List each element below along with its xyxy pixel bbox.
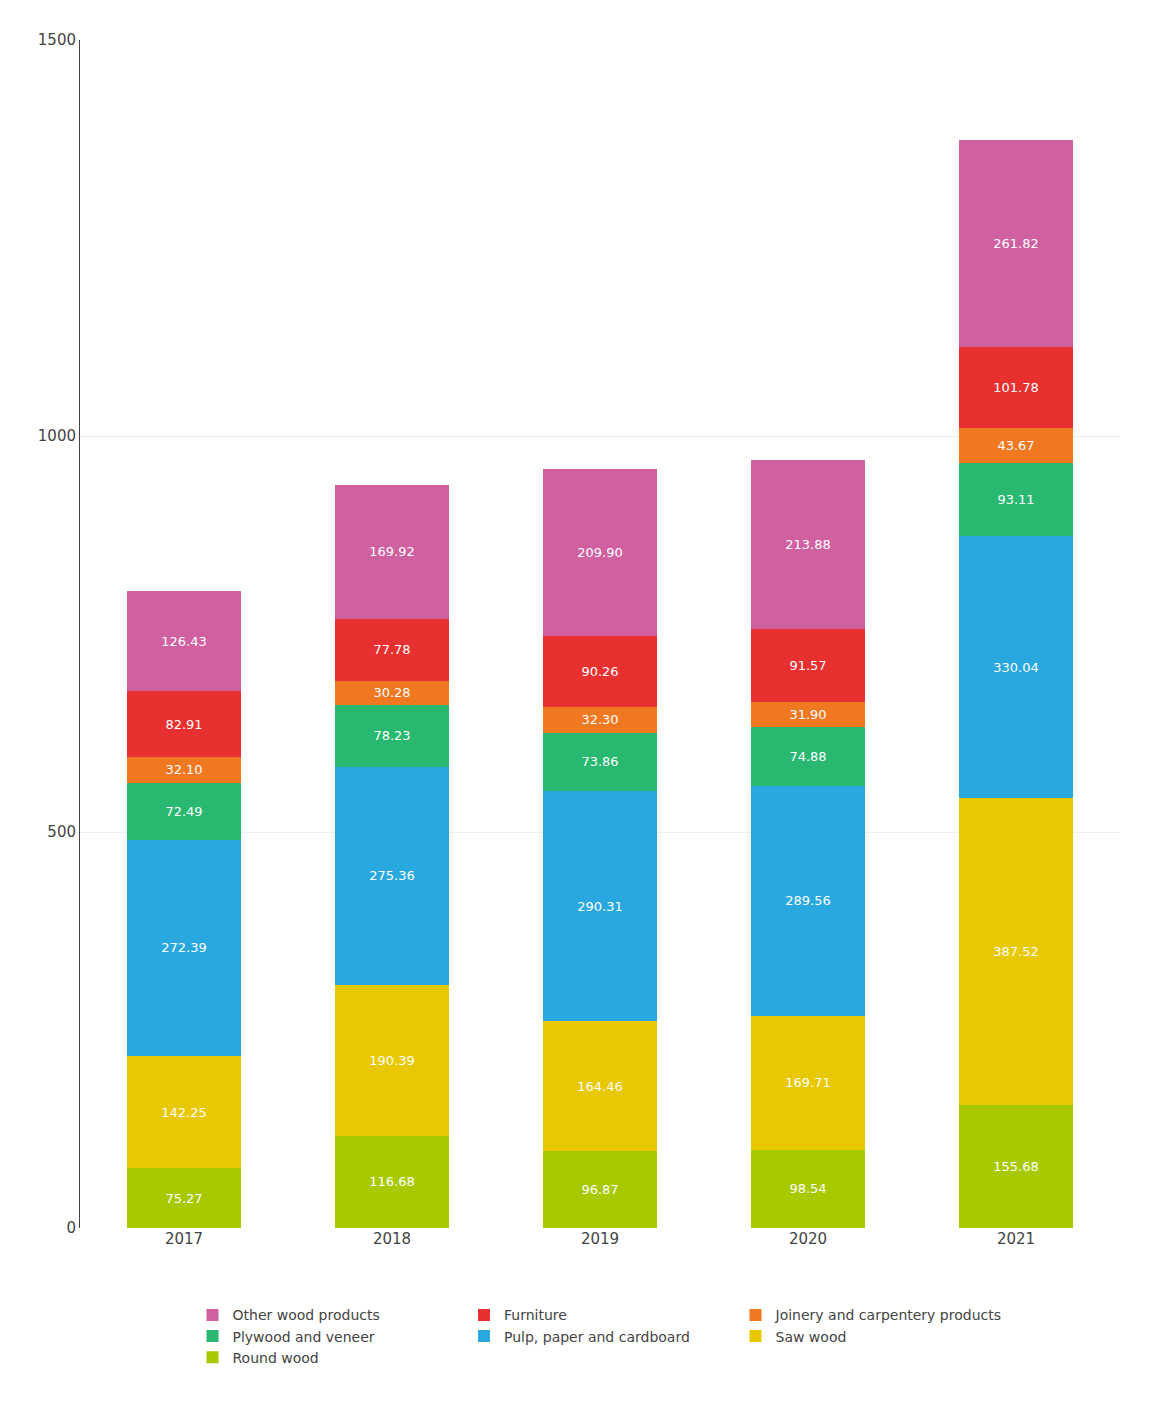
svg-text:Round wood: Round wood — [233, 1350, 319, 1366]
svg-text:77.78: 77.78 — [373, 642, 410, 657]
svg-text:275.36: 275.36 — [369, 868, 415, 883]
svg-text:31.90: 31.90 — [789, 707, 826, 722]
svg-text:32.10: 32.10 — [165, 762, 202, 777]
svg-text:213.88: 213.88 — [785, 537, 831, 552]
svg-text:164.46: 164.46 — [577, 1079, 623, 1094]
svg-text:82.91: 82.91 — [165, 717, 202, 732]
svg-text:32.30: 32.30 — [581, 712, 618, 727]
svg-text:73.86: 73.86 — [581, 754, 618, 769]
svg-text:387.52: 387.52 — [993, 944, 1039, 959]
svg-text:126.43: 126.43 — [161, 634, 207, 649]
svg-text:2021: 2021 — [997, 1230, 1035, 1248]
svg-text:261.82: 261.82 — [993, 236, 1039, 251]
svg-text:142.25: 142.25 — [161, 1105, 207, 1120]
svg-text:272.39: 272.39 — [161, 940, 207, 955]
svg-text:Joinery and carpentery product: Joinery and carpentery products — [775, 1307, 1002, 1323]
svg-text:96.87: 96.87 — [581, 1182, 618, 1197]
svg-text:209.90: 209.90 — [577, 545, 623, 560]
svg-text:2020: 2020 — [789, 1230, 827, 1248]
svg-text:74.88: 74.88 — [789, 749, 826, 764]
svg-text:75.27: 75.27 — [165, 1191, 202, 1206]
svg-text:90.26: 90.26 — [581, 664, 618, 679]
svg-text:169.92: 169.92 — [369, 544, 415, 559]
svg-text:Pulp, paper and cardboard: Pulp, paper and cardboard — [504, 1329, 690, 1345]
svg-text:2018: 2018 — [373, 1230, 411, 1248]
svg-text:98.54: 98.54 — [789, 1181, 826, 1196]
svg-text:Furniture: Furniture — [504, 1307, 567, 1323]
svg-text:Saw wood: Saw wood — [776, 1329, 847, 1345]
svg-text:101.78: 101.78 — [993, 380, 1039, 395]
svg-text:0: 0 — [66, 1219, 76, 1237]
svg-text:155.68: 155.68 — [993, 1159, 1039, 1174]
svg-text:72.49: 72.49 — [165, 804, 202, 819]
svg-text:Other wood products: Other wood products — [233, 1307, 380, 1323]
svg-text:78.23: 78.23 — [373, 728, 410, 743]
svg-text:2019: 2019 — [581, 1230, 619, 1248]
svg-text:Plywood and veneer: Plywood and veneer — [233, 1329, 375, 1345]
svg-text:500: 500 — [47, 823, 76, 841]
svg-text:2017: 2017 — [165, 1230, 203, 1248]
svg-text:93.11: 93.11 — [997, 492, 1034, 507]
svg-text:169.71: 169.71 — [785, 1075, 831, 1090]
svg-text:116.68: 116.68 — [369, 1174, 415, 1189]
svg-text:330.04: 330.04 — [993, 660, 1039, 675]
svg-text:30.28: 30.28 — [373, 685, 410, 700]
svg-text:1000: 1000 — [38, 427, 76, 445]
svg-text:290.31: 290.31 — [577, 899, 623, 914]
svg-text:43.67: 43.67 — [997, 438, 1034, 453]
svg-text:1500: 1500 — [38, 31, 76, 49]
svg-text:190.39: 190.39 — [369, 1053, 415, 1068]
svg-text:91.57: 91.57 — [789, 658, 826, 673]
svg-text:289.56: 289.56 — [785, 893, 831, 908]
